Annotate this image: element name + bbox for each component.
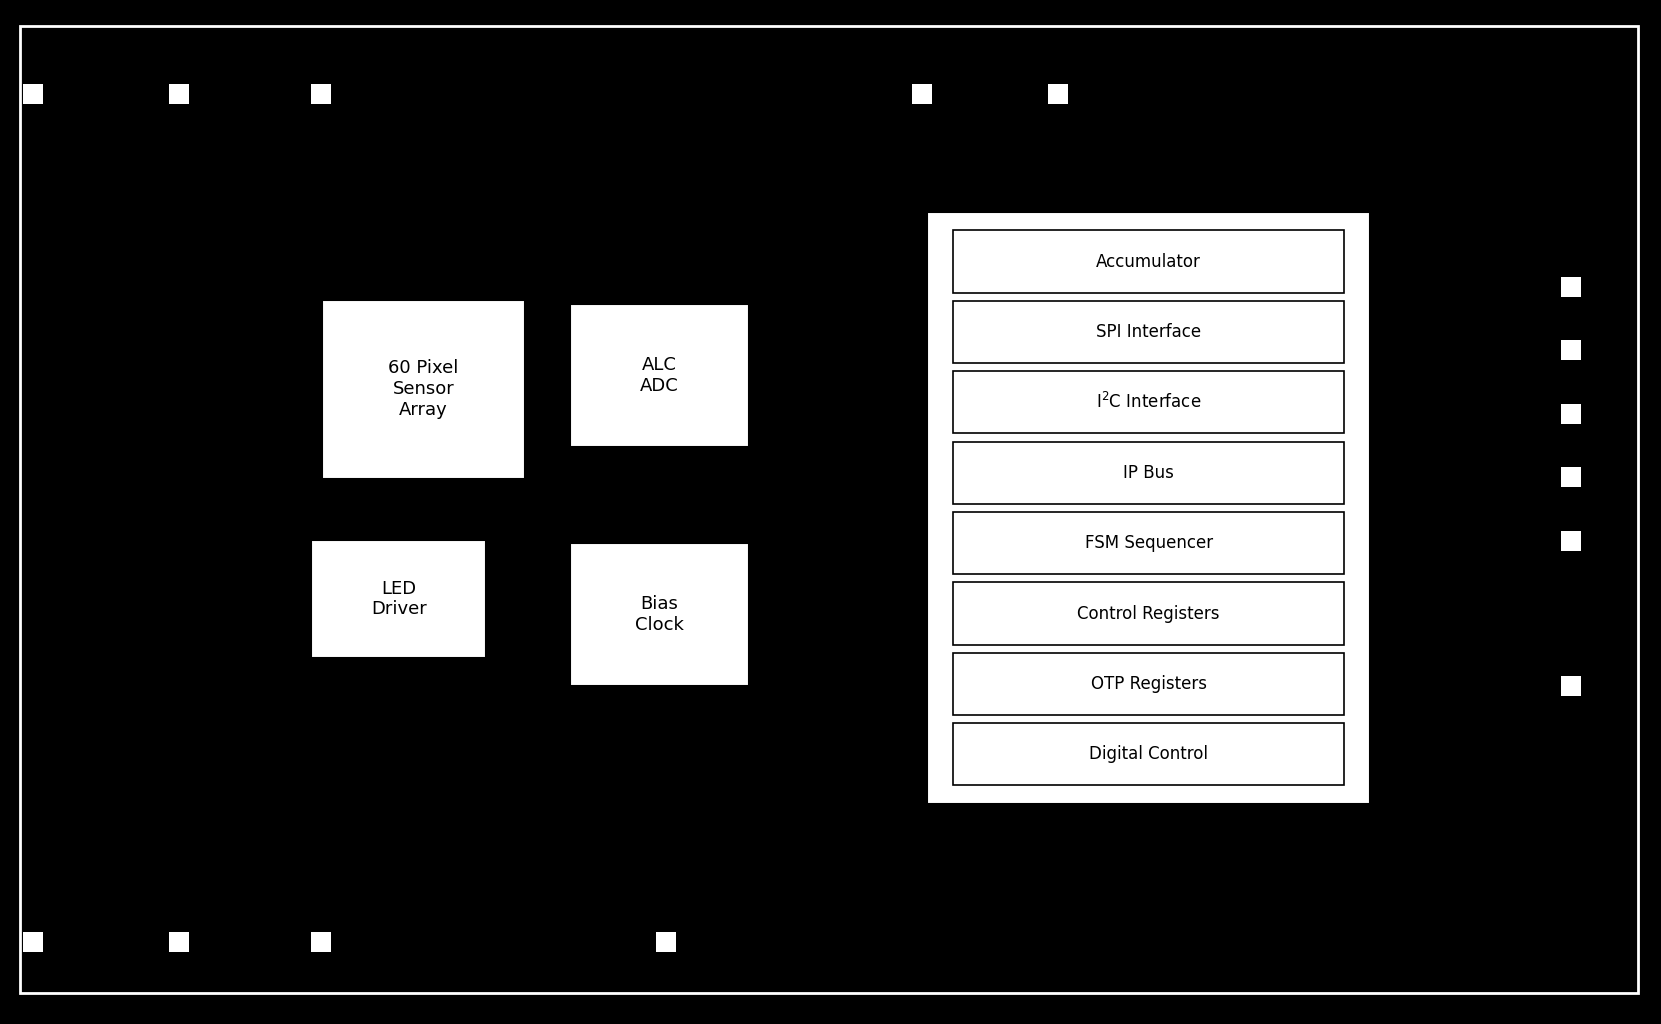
Text: Digital Control: Digital Control [1090, 745, 1208, 763]
Bar [23, 84, 43, 104]
Bar [1561, 276, 1581, 297]
Bar [169, 84, 189, 104]
Bar [953, 512, 1344, 574]
Text: $\mathsf{I^2C}$ Interface: $\mathsf{I^2C}$ Interface [1096, 392, 1201, 413]
Bar [1561, 467, 1581, 487]
Bar [953, 583, 1344, 645]
Bar [1561, 676, 1581, 696]
Bar [312, 541, 485, 658]
Text: FSM Sequencer: FSM Sequencer [1085, 535, 1213, 552]
Bar [1561, 403, 1581, 424]
Bar [23, 932, 43, 952]
Bar [927, 212, 1370, 804]
Bar [953, 441, 1344, 504]
Bar [570, 304, 749, 447]
Bar [953, 372, 1344, 433]
Bar [1561, 530, 1581, 551]
Bar [953, 301, 1344, 364]
Bar [322, 299, 525, 479]
Bar [1048, 84, 1068, 104]
Text: IP Bus: IP Bus [1123, 464, 1174, 481]
Bar [953, 230, 1344, 293]
Text: Accumulator: Accumulator [1096, 253, 1201, 270]
Text: ALC
ADC: ALC ADC [639, 356, 679, 395]
Bar [169, 932, 189, 952]
Bar [912, 84, 932, 104]
Bar [570, 543, 749, 686]
Bar [1561, 340, 1581, 360]
Bar [311, 932, 331, 952]
Bar [656, 932, 676, 952]
Text: OTP Registers: OTP Registers [1091, 675, 1206, 693]
Text: LED
Driver: LED Driver [370, 580, 427, 618]
Bar [953, 723, 1344, 785]
Bar [953, 653, 1344, 715]
Text: Control Registers: Control Registers [1078, 604, 1219, 623]
Text: 60 Pixel
Sensor
Array: 60 Pixel Sensor Array [389, 359, 458, 419]
Text: SPI Interface: SPI Interface [1096, 323, 1201, 341]
Text: Bias
Clock: Bias Clock [635, 595, 684, 634]
Bar [311, 84, 331, 104]
